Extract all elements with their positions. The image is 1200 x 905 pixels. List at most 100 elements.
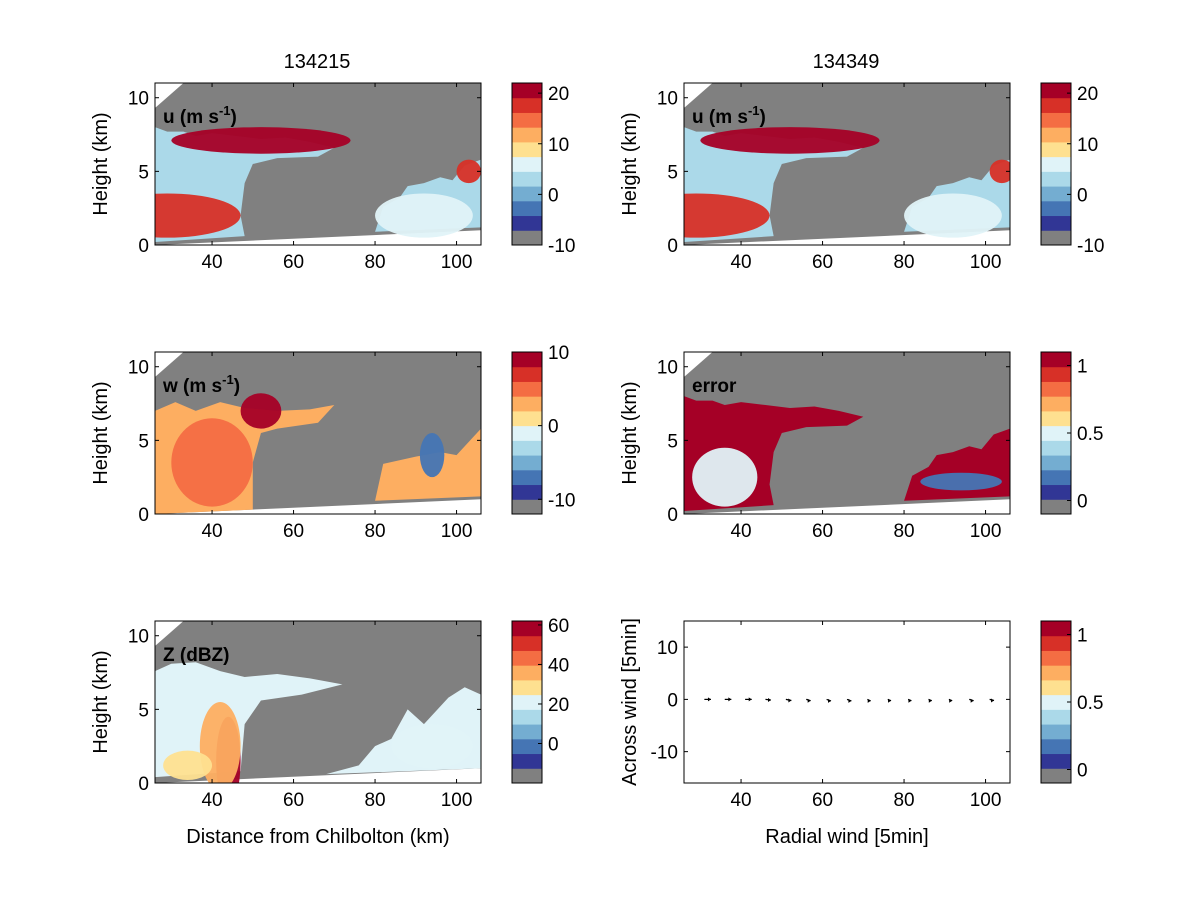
x-tick-label: 100 — [441, 790, 473, 811]
colorbar-segment — [1041, 665, 1071, 681]
plot-area-u_134349 — [684, 83, 1010, 245]
colorbar-tick-label: 60 — [548, 616, 569, 637]
colorbar-segment — [1041, 753, 1071, 769]
colorbar-segment — [1041, 156, 1071, 172]
field-far_echo — [375, 193, 473, 238]
colorbar-frame — [511, 82, 543, 246]
field-far_top — [456, 159, 481, 184]
column-title-right: 134349 — [813, 51, 880, 73]
above-elevation-region — [684, 352, 713, 378]
y-tick-label: 0 — [667, 236, 678, 257]
field-far_cells — [391, 724, 473, 769]
colorbar-segment — [1041, 621, 1071, 637]
y-tick-label: 10 — [128, 358, 149, 379]
wind-arrow-head — [707, 697, 711, 702]
x-tick-label: 60 — [812, 790, 833, 811]
colorbar-tick-label: 10 — [1077, 135, 1098, 156]
colorbar-segment — [512, 83, 542, 99]
colorbar-segment — [512, 499, 542, 514]
plot-area-u_134215 — [155, 83, 481, 245]
colorbar-tick-label: 0 — [548, 417, 559, 438]
y-tick-label: 0 — [138, 774, 149, 795]
colorbar-segment — [1041, 186, 1071, 202]
colorbar-segment — [1041, 650, 1071, 666]
colorbar-segment — [1041, 127, 1071, 143]
x-tick-label: 100 — [441, 252, 473, 273]
wind-arrow-head — [888, 698, 892, 703]
colorbar-tick-label: 0.5 — [1077, 693, 1103, 714]
x-tick-label: 100 — [970, 521, 1002, 542]
wind-arrow-head — [867, 698, 871, 703]
x-tick-label: 60 — [812, 252, 833, 273]
x-axis-label: Distance from Chilbolton (km) — [186, 826, 449, 848]
wind-arrow-head — [788, 698, 792, 703]
y-axis-label: Height (km) — [619, 112, 641, 215]
colorbar-tick-label: 40 — [548, 655, 569, 676]
x-tick-label: 100 — [970, 790, 1002, 811]
colorbar-segment — [512, 352, 542, 368]
x-tick-label: 80 — [893, 521, 914, 542]
colorbar-segment — [512, 112, 542, 128]
colorbar-frame — [511, 620, 543, 784]
colorbar-tick-label: 0 — [1077, 761, 1088, 782]
colorbar-segment — [512, 230, 542, 245]
wind-arrow-head — [908, 698, 912, 703]
colorbar-tick-label: -10 — [548, 490, 575, 511]
colorbar-tick-label: 20 — [1077, 84, 1098, 105]
colorbar-segment — [512, 665, 542, 681]
colorbar-tick-label: 0 — [548, 734, 559, 755]
colorbar-frame — [1040, 82, 1072, 246]
field-low_jet — [155, 193, 241, 238]
y-tick-label: 5 — [138, 162, 149, 183]
colorbar-segment — [1041, 455, 1071, 471]
y-tick-label: 10 — [128, 89, 149, 110]
annotation-superscript: -1 — [748, 103, 760, 118]
field-far_echo — [904, 193, 1002, 238]
y-tick-label: 5 — [667, 431, 678, 452]
plot-area-Z_134215 — [155, 621, 481, 783]
y-tick-label: 0 — [138, 236, 149, 257]
x-tick-label: 40 — [201, 521, 222, 542]
wind-arrow-head — [807, 698, 811, 703]
y-tick-label: 10 — [657, 358, 678, 379]
colorbar-segment — [512, 635, 542, 651]
y-tick-label: 10 — [657, 638, 678, 659]
column-title-left: 134215 — [284, 51, 351, 73]
colorbar-tick-label: 0 — [1077, 492, 1088, 513]
colorbar-segment — [512, 425, 542, 441]
colorbar-segment — [1041, 499, 1071, 514]
y-tick-label: 0 — [138, 505, 149, 526]
colorbar-segment — [1041, 352, 1071, 368]
y-tick-label: 0 — [667, 505, 678, 526]
colorbar-segment — [1041, 694, 1071, 710]
y-axis-label: Height (km) — [90, 650, 112, 753]
field-far_interior — [920, 472, 1002, 491]
wind-arrow-head — [970, 698, 974, 703]
colorbar-segment — [512, 200, 542, 217]
colorbar: -10 0 10 20 — [511, 82, 575, 257]
colorbar-tick-label: 20 — [548, 695, 569, 716]
x-tick-label: 100 — [441, 521, 473, 542]
colorbar-segment — [512, 186, 542, 202]
colorbar-segment — [512, 709, 542, 725]
colorbar-segment — [1041, 97, 1071, 113]
colorbar-segment — [512, 127, 542, 143]
colorbar-segment — [512, 381, 542, 397]
y-tick-label: -10 — [651, 743, 678, 764]
colorbar-tick-label: 10 — [548, 343, 569, 364]
wind-arrow-head — [848, 698, 852, 703]
colorbar-segment — [512, 679, 542, 696]
colorbar-segment — [1041, 635, 1071, 651]
colorbar-segment — [1041, 381, 1071, 397]
colorbar-tick-label: 10 — [548, 135, 569, 156]
colorbar-segment — [512, 484, 542, 500]
field-updraft_core — [171, 418, 253, 507]
colorbar-segment — [512, 97, 542, 113]
below-beam-region — [684, 499, 1010, 514]
colorbar-segment — [1041, 215, 1071, 231]
colorbar-segment — [512, 694, 542, 710]
axes-frame — [154, 82, 482, 246]
annotation-close: ) — [760, 107, 766, 128]
colorbar-segment — [512, 768, 542, 783]
